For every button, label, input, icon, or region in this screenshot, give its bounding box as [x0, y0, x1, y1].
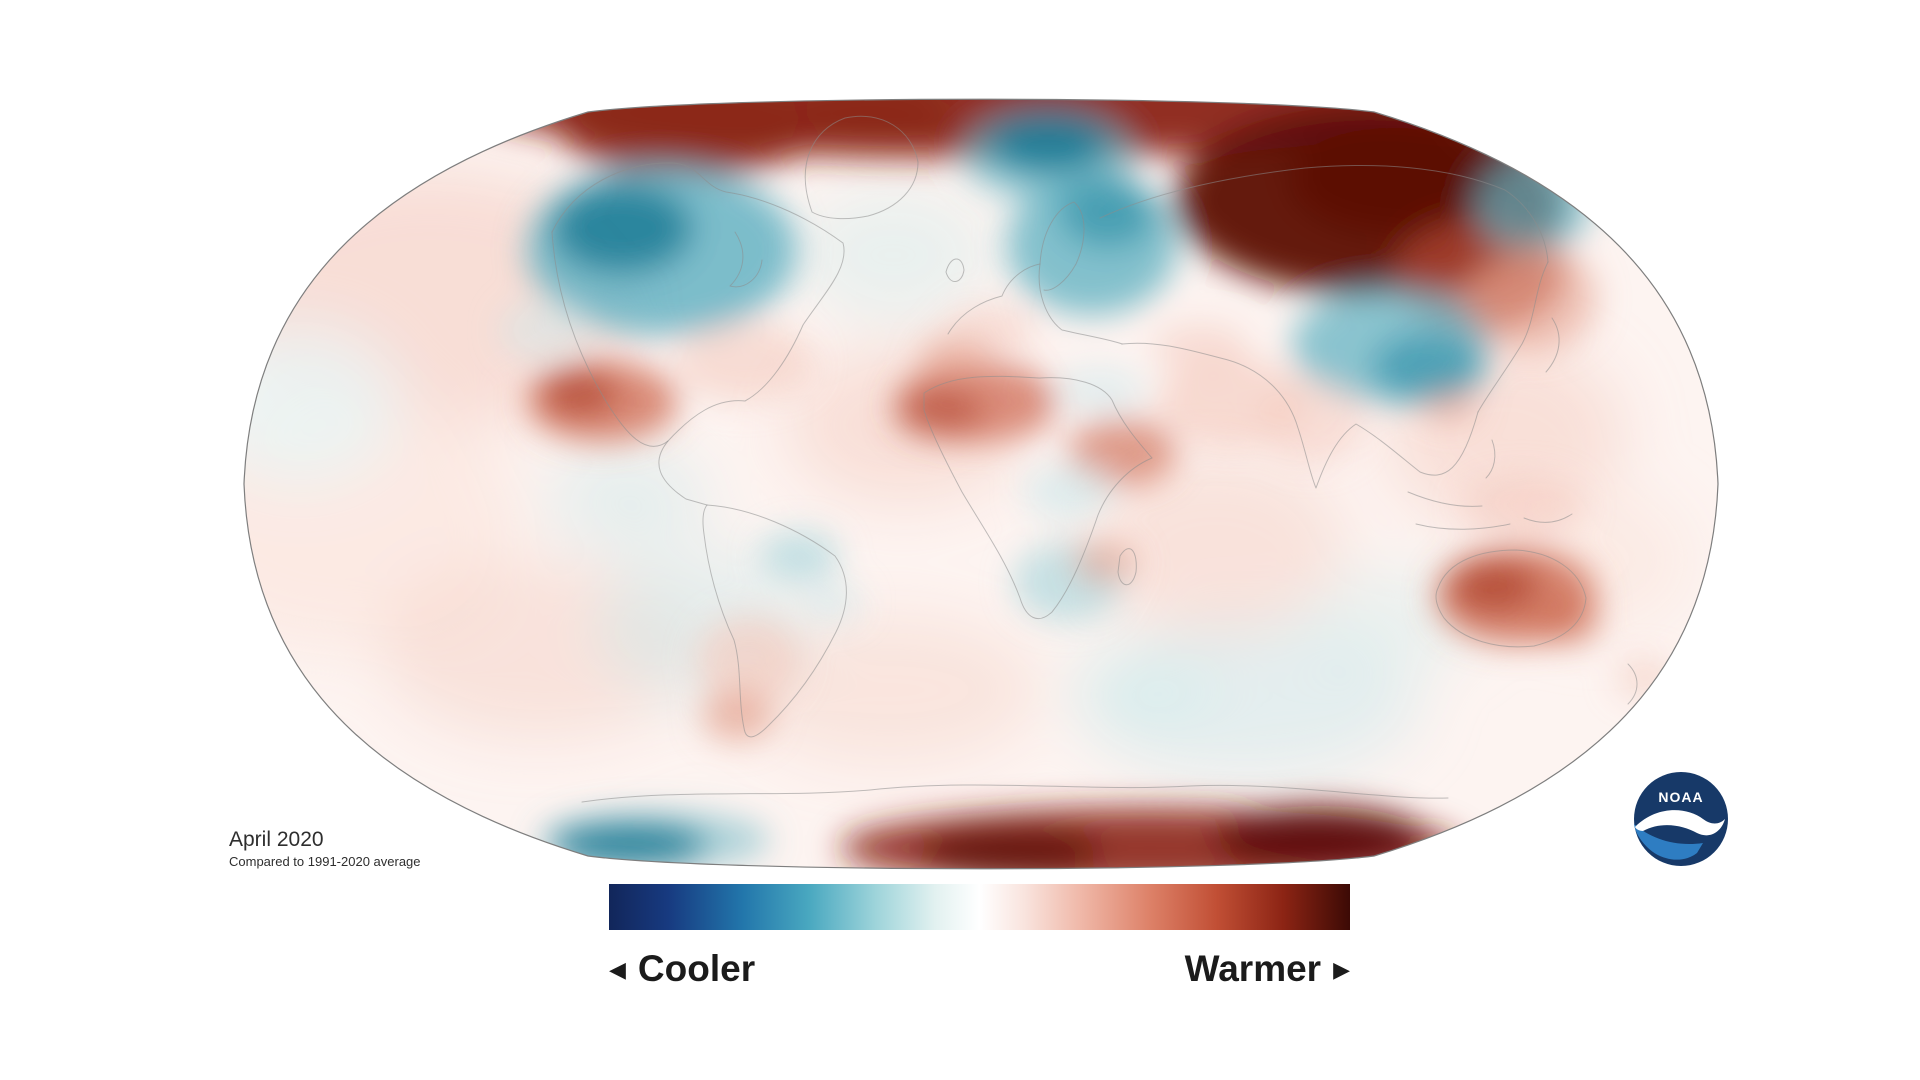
continent-outlines [551, 115, 1638, 803]
cool-east-brazil [760, 530, 840, 582]
cooler-arrow-icon: ◀ [609, 956, 626, 982]
warm-central-europe [945, 304, 1035, 356]
date-label: April 2020 [229, 828, 324, 851]
outline-north-america-west [551, 231, 669, 447]
outline-south-america [702, 504, 847, 738]
colorbar [609, 884, 1350, 930]
wash-indian-ocean [1085, 455, 1345, 635]
outline-philippines [1485, 439, 1496, 479]
cooler-label: ◀ Cooler [609, 948, 755, 990]
cool-east-china [1373, 333, 1483, 403]
warm-se-us [675, 322, 815, 402]
cool-brazil-coast [803, 582, 863, 622]
outline-british-isles [945, 258, 965, 282]
cool-central-africa [1023, 464, 1113, 520]
outline-asia-east [1477, 261, 1549, 413]
cool-bering [1474, 157, 1590, 253]
legend-row: ◀ Cooler Warmer ▶ [609, 948, 1350, 990]
warm-east-australia [1531, 600, 1599, 644]
warmer-arrow-icon: ▶ [1333, 956, 1350, 982]
outline-hudson-bay [729, 231, 763, 288]
warm-argentina [696, 615, 800, 705]
outline-madagascar [1117, 548, 1137, 586]
baseline-label: Compared to 1991-2020 average [229, 854, 421, 869]
warm-patagonia [701, 690, 773, 742]
wash-southern-ocean [1070, 650, 1210, 730]
noaa-bird-icon [1635, 810, 1725, 836]
noaa-logo-lower-wave [1634, 824, 1703, 860]
cooler-text: Cooler [637, 948, 756, 989]
cool-barents [1060, 177, 1156, 247]
outline-greenland [804, 115, 919, 220]
warmer-text: Warmer [1184, 948, 1322, 989]
outline-north-america-east [551, 162, 845, 506]
warm-india [1260, 380, 1364, 464]
warm-alaska-nw-canada [560, 99, 820, 175]
wash-north-atlantic [798, 190, 988, 320]
noaa-logo-text: NOAA [1658, 789, 1703, 805]
warm-anatolia [1152, 322, 1248, 372]
warm-mexico-core [538, 367, 618, 417]
warmer-label: Warmer ▶ [1185, 948, 1350, 990]
warm-taiwan-spot [1424, 387, 1476, 423]
wash-central-pacific [244, 325, 400, 485]
outline-africa [923, 375, 1153, 620]
outline-new-zealand [1627, 663, 1638, 705]
warm-se-africa-spot [1073, 542, 1137, 582]
warm-australia-core [1449, 560, 1539, 612]
warm-siberia-core [1290, 125, 1510, 235]
cool-kara-sea [988, 113, 1108, 173]
map-outline [243, 98, 1719, 870]
outline-scandinavia [1039, 201, 1085, 291]
anomaly-layer [465, 99, 1675, 869]
warm-nw-pacific [1467, 243, 1597, 353]
warm-indonesia [1460, 475, 1584, 535]
warm-greenland-north [790, 99, 950, 156]
wash-atlantic-south [740, 615, 1040, 765]
warm-antarctica-core-east [1215, 806, 1425, 869]
outline-antarctica-coast [581, 784, 1449, 803]
warm-antarctica-core-west [920, 826, 1100, 869]
outline-australia [1435, 549, 1587, 648]
wash-east-pacific [548, 445, 708, 555]
outline-japan [1545, 317, 1560, 373]
cool-canada-core [552, 183, 692, 273]
map-caption: April 2020 Compared to 1991-2020 average [229, 828, 421, 870]
outline-asia-north [1099, 165, 1549, 263]
warm-west-africa [893, 386, 983, 438]
wash-sw-australia [1300, 570, 1480, 670]
outline-indonesia [1407, 491, 1573, 530]
cool-egypt-levant [1055, 366, 1145, 414]
cool-west-us [500, 300, 590, 360]
outline-asia-south [1121, 342, 1479, 489]
noaa-logo: NOAA [1634, 772, 1728, 866]
